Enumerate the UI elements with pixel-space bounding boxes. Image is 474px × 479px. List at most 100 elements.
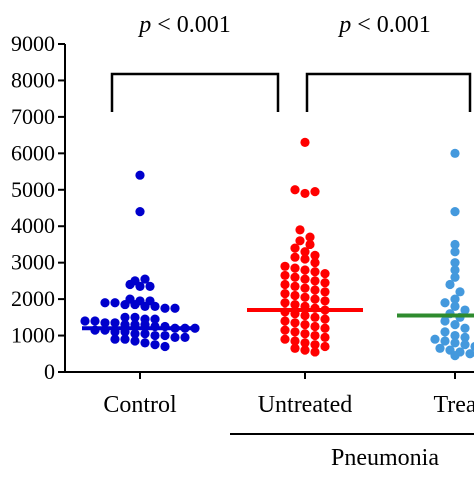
data-point-untreated [320,332,330,342]
data-point-untreated [280,270,290,281]
data-point-untreated [305,232,315,242]
data-point-untreated [310,250,320,260]
data-point-control [135,170,145,180]
y-tick-label: 7000 [11,104,55,129]
data-point-untreated [320,269,330,279]
data-point-untreated [290,343,300,353]
data-point-control [120,312,130,322]
data-point-untreated [295,225,305,235]
data-point-untreated [320,314,330,324]
data-point-control [130,336,140,346]
data-point-trea [450,338,460,348]
data-point-trea [450,320,460,330]
data-point-untreated [295,236,305,246]
data-point-control [140,274,150,284]
annotation-layer: p < 0.001 p < 0.001 [110,12,472,112]
data-point-control [130,312,140,322]
data-point-untreated [290,281,300,291]
data-point-untreated [300,345,310,355]
data-point-untreated [300,329,310,339]
group-label: Pneumonia [331,445,439,471]
data-point-untreated [300,338,310,348]
data-point-control [160,341,170,352]
data-point-untreated [300,292,310,302]
data-point-untreated [300,310,310,321]
data-point-control [135,207,145,217]
data-point-untreated [310,267,320,277]
data-point-trea [450,265,460,275]
data-point-untreated [300,320,310,330]
data-point-untreated [310,276,320,286]
data-point-control [130,299,140,310]
data-point-control [130,329,140,339]
data-point-trea [450,239,460,250]
data-point-control [135,281,145,291]
data-point-untreated [290,318,300,328]
y-tick-label: 3000 [11,250,55,275]
data-point-control [120,299,130,310]
data-point-untreated [290,299,300,310]
data-point-untreated [290,272,300,282]
data-point-trea [450,148,460,158]
data-point-control [125,279,135,290]
data-point-trea [450,294,460,304]
data-point-trea [450,207,460,217]
data-point-control [160,330,170,341]
data-point-untreated [320,323,330,333]
data-point-control [110,318,120,328]
y-tick-label: 9000 [11,31,55,56]
data-point-control [90,316,100,326]
data-point-untreated [300,188,310,199]
data-point-control [100,298,110,308]
data-point-untreated [310,285,320,295]
y-tick-label: 0 [44,359,55,384]
data-point-trea [440,298,450,308]
data-point-untreated [300,274,310,284]
data-point-trea [470,341,474,351]
data-point-control [120,334,130,344]
mean-lines-layer [82,308,474,331]
data-point-untreated [290,336,300,346]
category-labels-layer: Control Untreated Trea Pneumonia [103,392,474,471]
category-label: Trea [433,392,474,418]
significance-bracket [110,72,280,112]
data-point-trea [440,316,450,326]
data-point-control [145,281,155,291]
data-point-untreated [280,289,290,299]
data-point-trea [460,305,470,315]
data-point-trea [455,287,465,297]
data-point-untreated [320,287,330,297]
data-point-untreated [290,252,300,262]
p-value-annotation: p < 0.001 [137,12,231,38]
y-tick-label: 8000 [11,67,55,92]
data-point-untreated [280,261,290,271]
data-point-untreated [290,263,300,273]
data-point-trea [465,349,474,359]
data-point-untreated [280,279,290,290]
data-point-untreated [300,254,310,264]
data-point-untreated [280,325,290,335]
y-tick-label: 1000 [11,323,55,348]
data-point-untreated [300,283,310,293]
data-point-untreated [310,340,320,350]
y-tick-label: 4000 [11,213,55,238]
points-layer [80,137,474,361]
data-point-untreated [310,321,320,332]
data-point-untreated [320,341,330,352]
data-point-untreated [310,330,320,341]
y-tick-label: 6000 [11,140,55,165]
data-point-trea [450,301,460,311]
data-point-untreated [310,294,320,304]
data-point-trea [430,334,440,344]
data-point-control [150,340,160,350]
data-point-control [140,301,150,311]
data-point-untreated [300,247,310,257]
data-point-control [110,298,120,308]
data-point-trea [450,330,460,341]
data-point-control [140,338,150,348]
data-point-control [170,332,180,342]
data-point-trea [440,327,450,337]
data-point-trea [445,279,455,290]
